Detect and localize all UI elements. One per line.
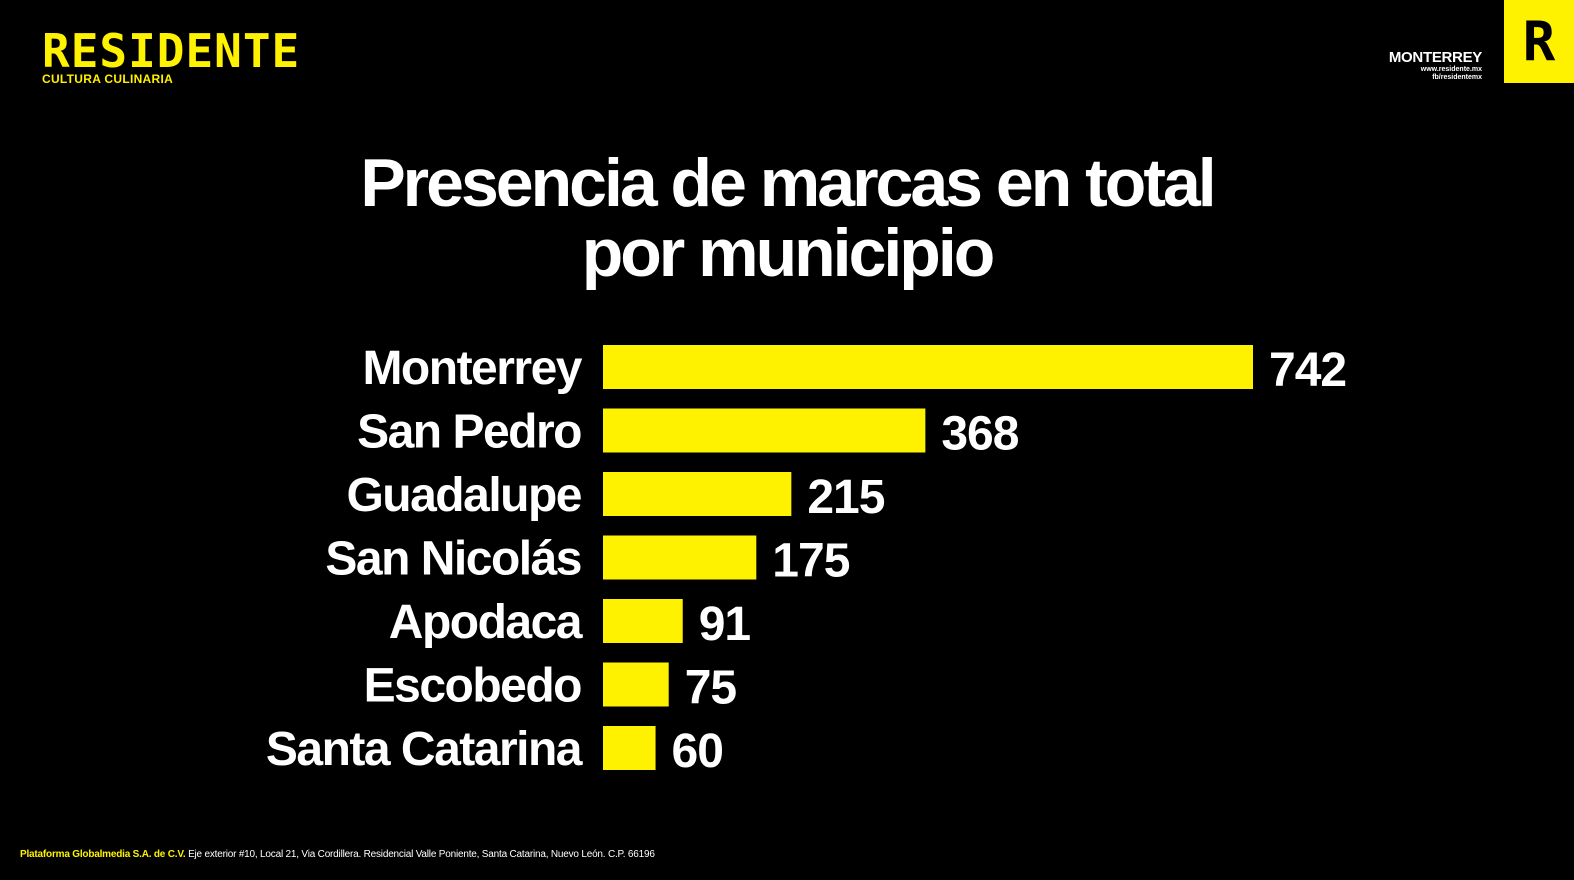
bar-1 — [603, 408, 926, 453]
bar-4 — [603, 599, 683, 643]
chart-title: Presencia de marcas en total por municip… — [0, 148, 1574, 288]
category-label-4: Apodaca — [389, 596, 583, 649]
footer-company: Plataforma Globalmedia S.A. de C.V. — [20, 849, 186, 860]
value-label-4: 91 — [699, 598, 751, 651]
bar-6 — [603, 726, 656, 770]
brand-badge: R — [1504, 0, 1574, 83]
bar-5 — [603, 662, 669, 707]
value-label-2: 215 — [807, 471, 884, 524]
value-label-0: 742 — [1269, 344, 1346, 397]
bar-2 — [603, 472, 792, 516]
value-label-3: 175 — [772, 535, 849, 588]
category-label-1: San Pedro — [357, 406, 581, 459]
brand-logo: RESIDENTE CULTURA CULINARIA — [42, 24, 301, 86]
footer-address: Eje exterior #10, Local 21, Via Cordille… — [188, 849, 655, 860]
chart-title-line-1: Presencia de marcas en total — [360, 145, 1216, 221]
brand-name: RESIDENTE — [42, 24, 301, 78]
value-label-1: 368 — [941, 408, 1018, 461]
brand-tagline: CULTURA CULINARIA — [42, 72, 174, 86]
category-label-0: Monterrey — [362, 342, 582, 395]
edition-social: fb/residentemx — [1432, 74, 1482, 81]
category-label-5: Escobedo — [364, 660, 582, 713]
category-label-2: Guadalupe — [346, 469, 581, 522]
value-label-5: 75 — [685, 662, 737, 715]
chart-title-line-2: por municipio — [581, 215, 996, 291]
footer: Plataforma Globalmedia S.A. de C.V. Eje … — [20, 849, 655, 860]
edition-city: MONTERREY — [1388, 49, 1482, 66]
bar-3 — [603, 535, 757, 580]
category-label-6: Santa Catarina — [266, 723, 583, 776]
edition-info: MONTERREY www.residente.mx fb/residentem… — [1389, 50, 1482, 82]
value-label-6: 60 — [672, 725, 723, 778]
category-label-3: San Nicolás — [325, 533, 581, 586]
bar-0 — [603, 345, 1253, 389]
edition-website: www.residente.mx — [1420, 66, 1482, 73]
